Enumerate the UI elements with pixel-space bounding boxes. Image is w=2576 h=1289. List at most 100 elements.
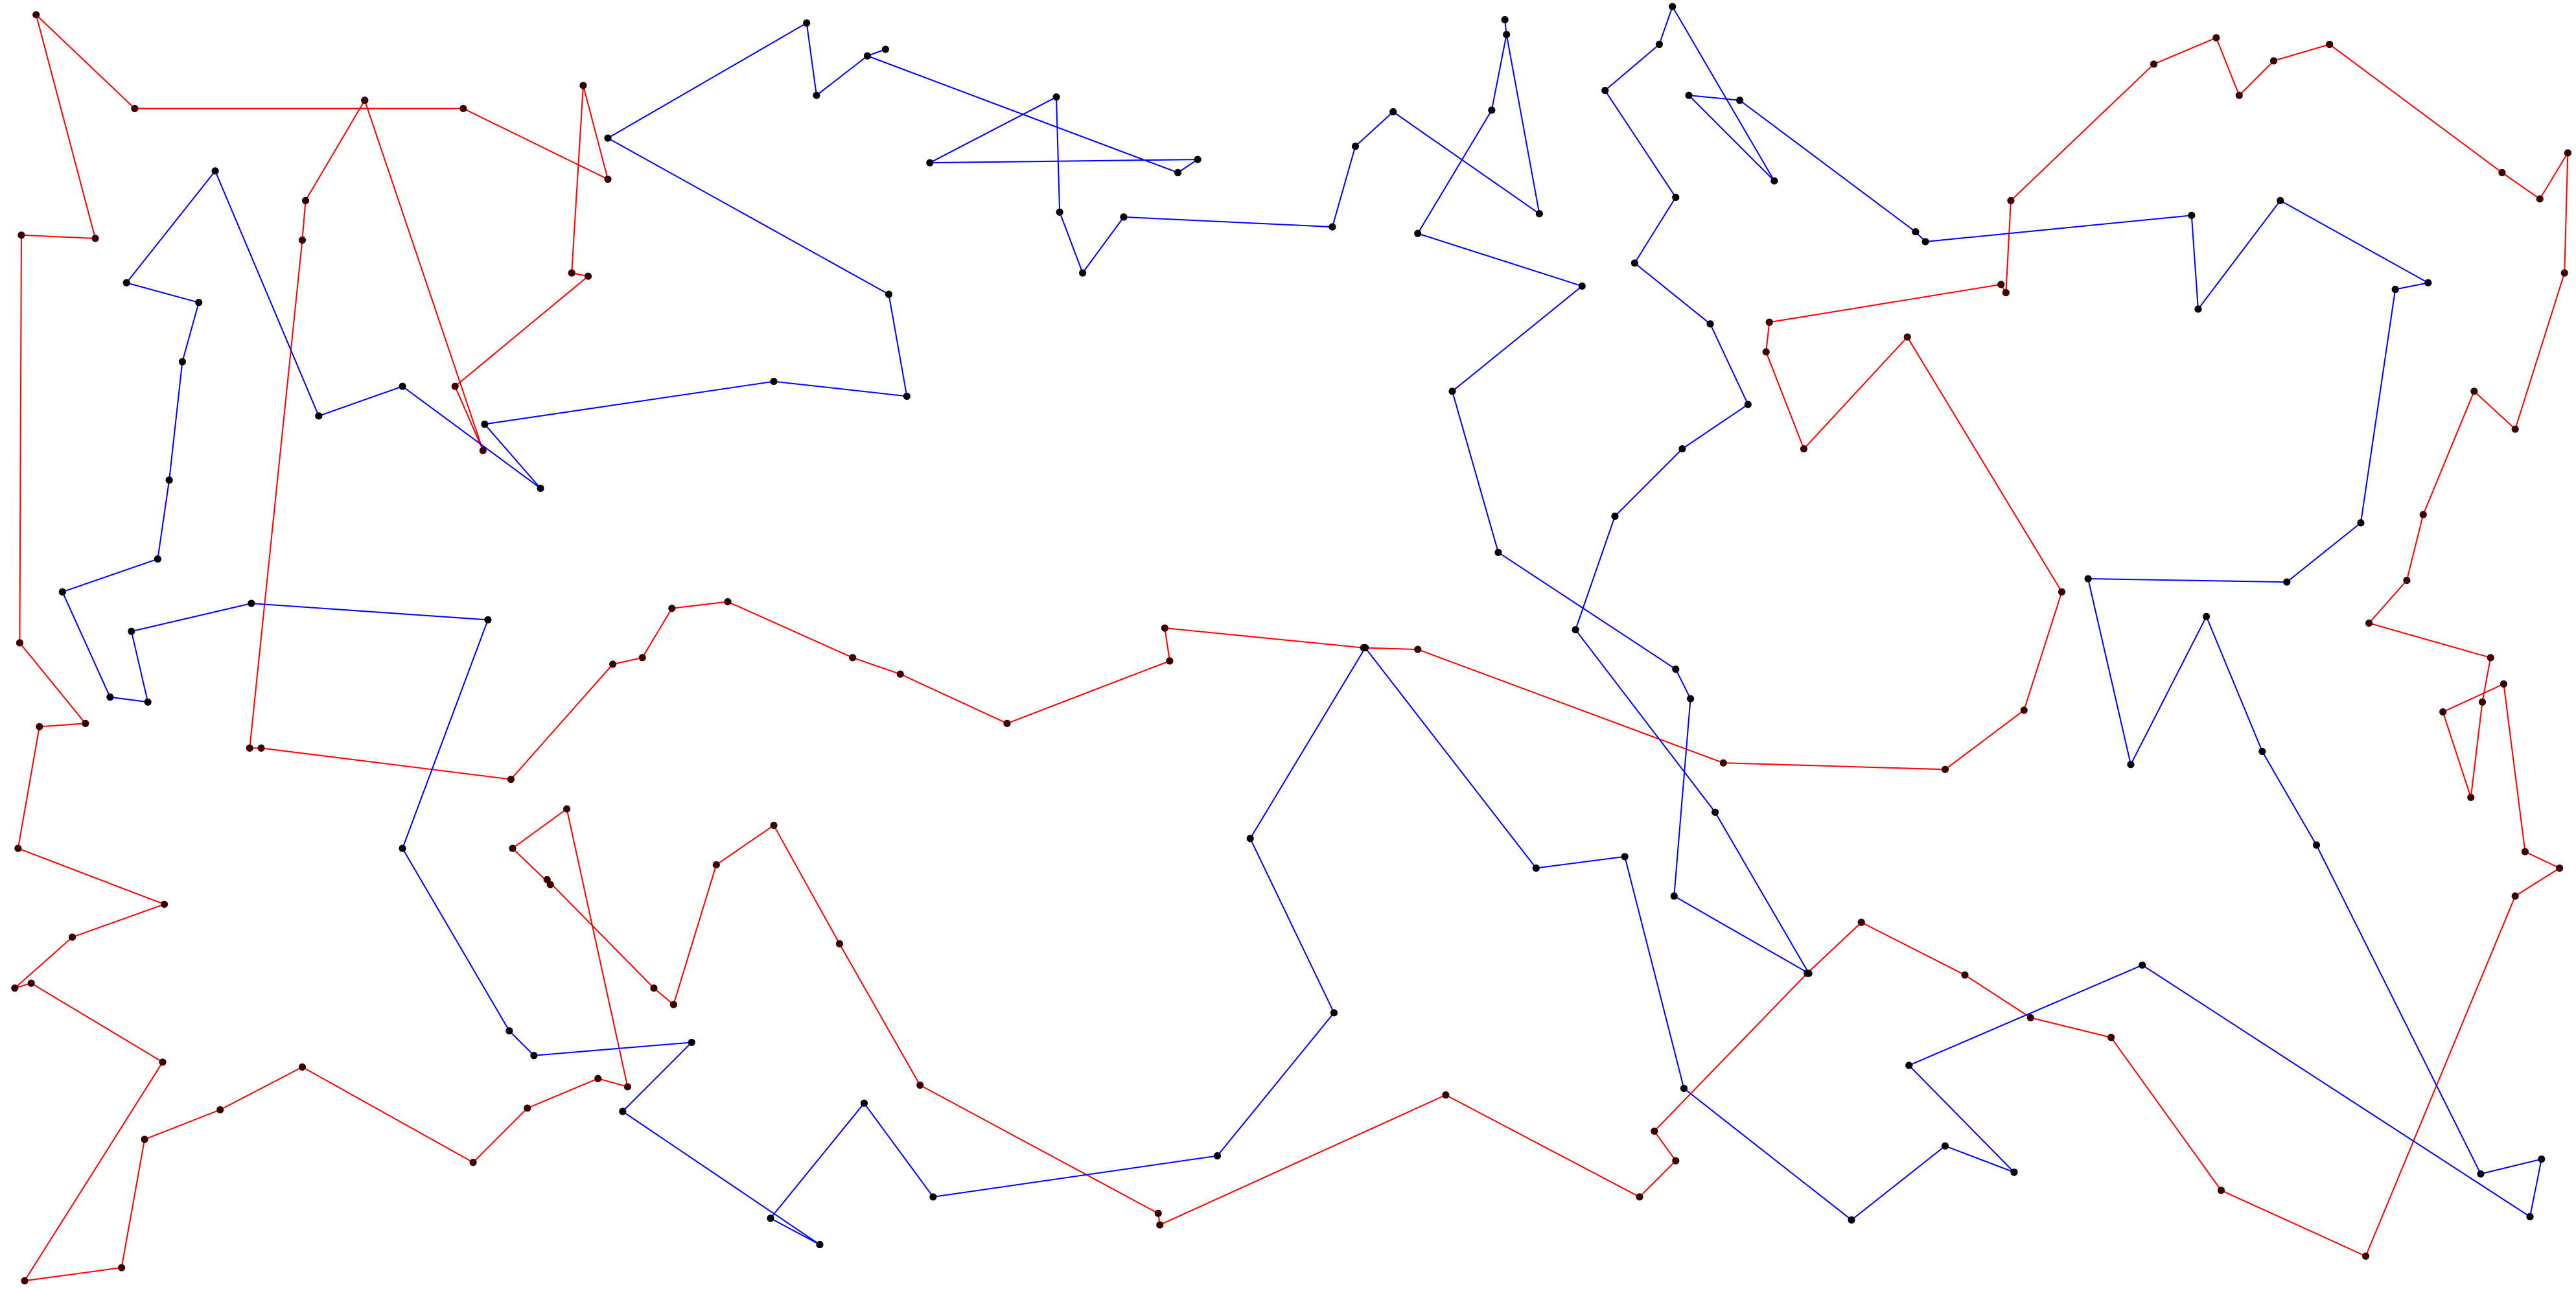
blue-tour-edge [1354, 111, 1394, 147]
red-tour-node [669, 1001, 677, 1008]
red-tour-nodes [11, 11, 2571, 1284]
blue-tour-edge [1393, 111, 1540, 215]
red-tour-node [2419, 511, 2427, 518]
blue-tour-node [154, 555, 161, 563]
blue-tour-edge [402, 620, 489, 849]
red-tour-node [298, 1063, 307, 1071]
blue-tour-edge [1688, 95, 1775, 181]
red-tour-edge [364, 100, 484, 451]
blue-tour-node [1678, 445, 1686, 453]
red-tour-edge [17, 848, 165, 905]
red-tour-edge [220, 1066, 303, 1111]
blue-tour-edge [402, 848, 510, 1032]
blue-tour-node [2312, 841, 2321, 849]
red-tour-node [1166, 657, 1174, 665]
blue-tour-node [1414, 229, 1422, 237]
blue-tour-node [2188, 211, 2196, 219]
red-tour-edge [72, 903, 165, 938]
blue-tour-node [1535, 210, 1543, 218]
red-tour-edge [17, 726, 40, 849]
blue-tour-node [399, 382, 406, 390]
red-tour-edge [671, 601, 728, 609]
blue-tour-edge [607, 22, 807, 139]
red-tour-node [712, 861, 720, 869]
blue-tour-edge [1675, 669, 1691, 699]
blue-tour-node [688, 1038, 695, 1047]
red-tour-edge [30, 982, 163, 1063]
blue-tour-edge [484, 423, 541, 489]
red-tour-node [509, 844, 516, 852]
blue-tour-node [315, 412, 323, 420]
blue-tour-edge [1536, 855, 1625, 869]
blue-tour-node [2084, 575, 2092, 583]
red-tour-edge [1765, 351, 1805, 449]
red-tour-node [2058, 588, 2066, 596]
blue-tour-node [770, 378, 778, 386]
red-tour-edge [2501, 172, 2540, 200]
blue-tour-node [2127, 761, 2135, 769]
red-tour-node [2269, 57, 2278, 65]
blue-tour-node [2010, 1168, 2018, 1176]
blue-tour-node [178, 358, 186, 366]
blue-tour-node [144, 698, 152, 706]
blue-tour-node [1630, 259, 1638, 267]
blue-tour-node [1056, 208, 1063, 216]
red-tour-node [563, 805, 571, 813]
blue-tour-node [1330, 1009, 1338, 1017]
blue-tour-edge [2395, 282, 2429, 290]
red-tour-node [609, 660, 617, 668]
red-tour-node [568, 269, 575, 277]
blue-tour-edge [1614, 448, 1683, 517]
red-tour-node [524, 1104, 531, 1112]
red-tour-node [2439, 708, 2447, 716]
red-tour-edge [2539, 152, 2569, 200]
red-tour-edge [2422, 391, 2475, 515]
blue-tour-node [863, 52, 872, 60]
red-tour-node [257, 744, 265, 752]
blue-tour-edge [863, 1102, 934, 1198]
red-tour-node [2564, 149, 2571, 157]
red-tour-edge [1654, 1130, 1677, 1161]
red-tour-node [11, 984, 19, 992]
blue-tour-node [1706, 320, 1714, 328]
blue-tour-node [1120, 213, 1128, 221]
blue-tour-edge [933, 1155, 1218, 1198]
blue-tour-edge [168, 362, 183, 480]
blue-tour-node [1848, 1216, 1855, 1224]
red-tour-edge [2215, 37, 2240, 96]
blue-tour-node [1362, 644, 1369, 652]
blue-tour-edge [2360, 289, 2396, 523]
red-tour-edge [2564, 152, 2569, 273]
red-tour-node [1719, 759, 1727, 767]
blue-tour-edge [1683, 1087, 1852, 1221]
blue-tour-node [2203, 612, 2210, 620]
blue-tour-node [1680, 1084, 1688, 1093]
red-tour-node [1941, 765, 1949, 773]
blue-tour-node [1501, 16, 1509, 24]
blue-tour-node [165, 476, 173, 484]
red-tour-edge [2470, 702, 2483, 798]
blue-tour-node [1805, 970, 1813, 977]
blue-tour-edge [1714, 811, 1809, 974]
red-tour-node [2020, 706, 2028, 714]
blue-tour-node [929, 1193, 937, 1201]
blue-tour-edge [2205, 616, 2263, 752]
red-tour-node [584, 272, 592, 280]
blue-tour-edge [888, 294, 908, 397]
red-tour-edge [571, 85, 584, 273]
red-tour-node [916, 1081, 924, 1089]
blue-tour-node [767, 1214, 774, 1222]
blue-tour-node [1744, 401, 1752, 408]
red-tour-edge [1907, 336, 2063, 592]
blue-tour-node [1213, 1152, 1222, 1160]
red-tour-node [1762, 348, 1770, 356]
red-tour-node [1903, 333, 1911, 341]
red-tour-edge [527, 1078, 599, 1109]
blue-tour-edge [1658, 6, 1673, 45]
blue-tour-edge [1673, 895, 1809, 974]
red-tour-node [118, 1264, 126, 1272]
red-tour-node [82, 719, 89, 727]
blue-tour-node [1488, 106, 1496, 114]
blue-tour-node [537, 484, 544, 493]
blue-tour-edge [126, 170, 216, 283]
